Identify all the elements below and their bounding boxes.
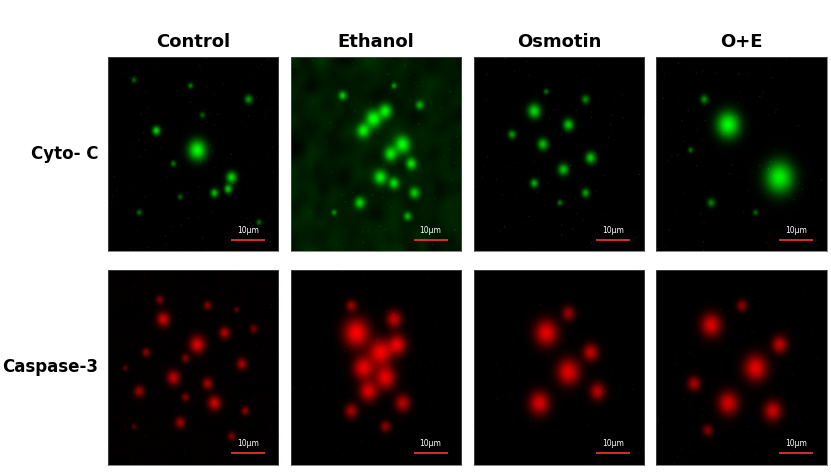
Text: 10μm: 10μm <box>785 226 807 235</box>
Text: 10μm: 10μm <box>420 439 441 448</box>
Text: 10μm: 10μm <box>602 439 624 448</box>
Text: 10μm: 10μm <box>785 439 807 448</box>
Text: 10μm: 10μm <box>237 226 258 235</box>
Text: Control: Control <box>156 33 230 51</box>
Text: 10μm: 10μm <box>420 226 441 235</box>
Text: Cyto- C: Cyto- C <box>31 145 98 163</box>
Text: Ethanol: Ethanol <box>337 33 415 51</box>
Text: O+E: O+E <box>720 33 763 51</box>
Text: 10μm: 10μm <box>237 439 258 448</box>
Text: Osmotin: Osmotin <box>517 33 601 51</box>
Text: 10μm: 10μm <box>602 226 624 235</box>
Text: Caspase-3: Caspase-3 <box>2 358 98 376</box>
